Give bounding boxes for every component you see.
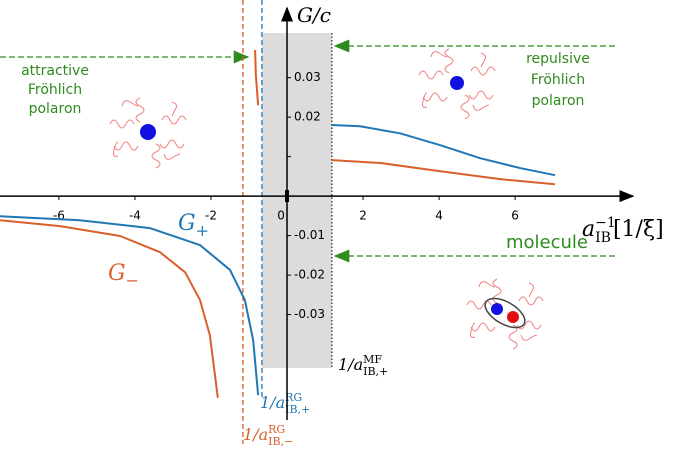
y-tick-label: 0.02 [294,110,321,124]
label-part: 1/a [243,425,268,444]
series-line [0,124,556,396]
label-part: 1/a [260,393,285,412]
series-line [0,49,556,399]
label-part: G [108,261,126,286]
x-axis-label: a−1 IB[1/ξ] [582,215,664,246]
series-label: G+ [178,211,209,240]
x-tick-label: 0 [277,209,285,223]
y-tick-label: 0.03 [294,70,321,84]
label-unit: [1/ξ] [613,217,664,242]
series-label: G− [108,261,139,290]
label-part: a [582,217,595,242]
label-sub: IB,− [268,435,293,448]
polaron-icon [109,97,187,169]
label-sub: IB [595,230,611,246]
y-tick-label: -0.02 [294,268,325,282]
annotation: repulsive [526,51,590,67]
annotation: Fröhlich [531,72,585,88]
label-sup: −1 [595,215,616,231]
y-tick-label: -0.01 [294,228,325,242]
label-sub: − [126,271,139,290]
label-sup: MF [363,353,382,366]
label-sup: RG [285,391,302,404]
y-axis-label: G/c [297,3,331,27]
label-part: 1/a [338,355,363,374]
polaron-icon [418,48,496,120]
annotation: polaron [29,101,82,117]
label-sub: + [196,221,209,240]
x-tick-label: 2 [359,209,367,223]
x-tick-label: -2 [205,209,217,223]
label-part: G [178,211,196,236]
label-sup: RG [268,423,285,436]
asymptote-label: 1/aRG IB,+ [260,391,310,416]
annotation: Fröhlich [28,82,82,98]
y-tick-label: -0.03 [294,307,325,321]
x-tick-label: 6 [511,209,519,223]
label-sub: IB,+ [285,403,310,416]
molecule-icon [466,278,544,350]
x-tick-label: -6 [53,209,65,223]
shaded-region [261,33,332,368]
x-tick-label: 4 [435,209,443,223]
x-tick-label: -4 [129,209,141,223]
annotation: molecule [506,232,588,253]
annotation: attractive [21,63,89,79]
annotation: polaron [532,93,585,109]
asymptote-label: 1/aMF IB,+ [338,353,388,378]
asymptote-label: 1/aRG IB,− [243,423,293,448]
label-sub: IB,+ [363,365,388,378]
